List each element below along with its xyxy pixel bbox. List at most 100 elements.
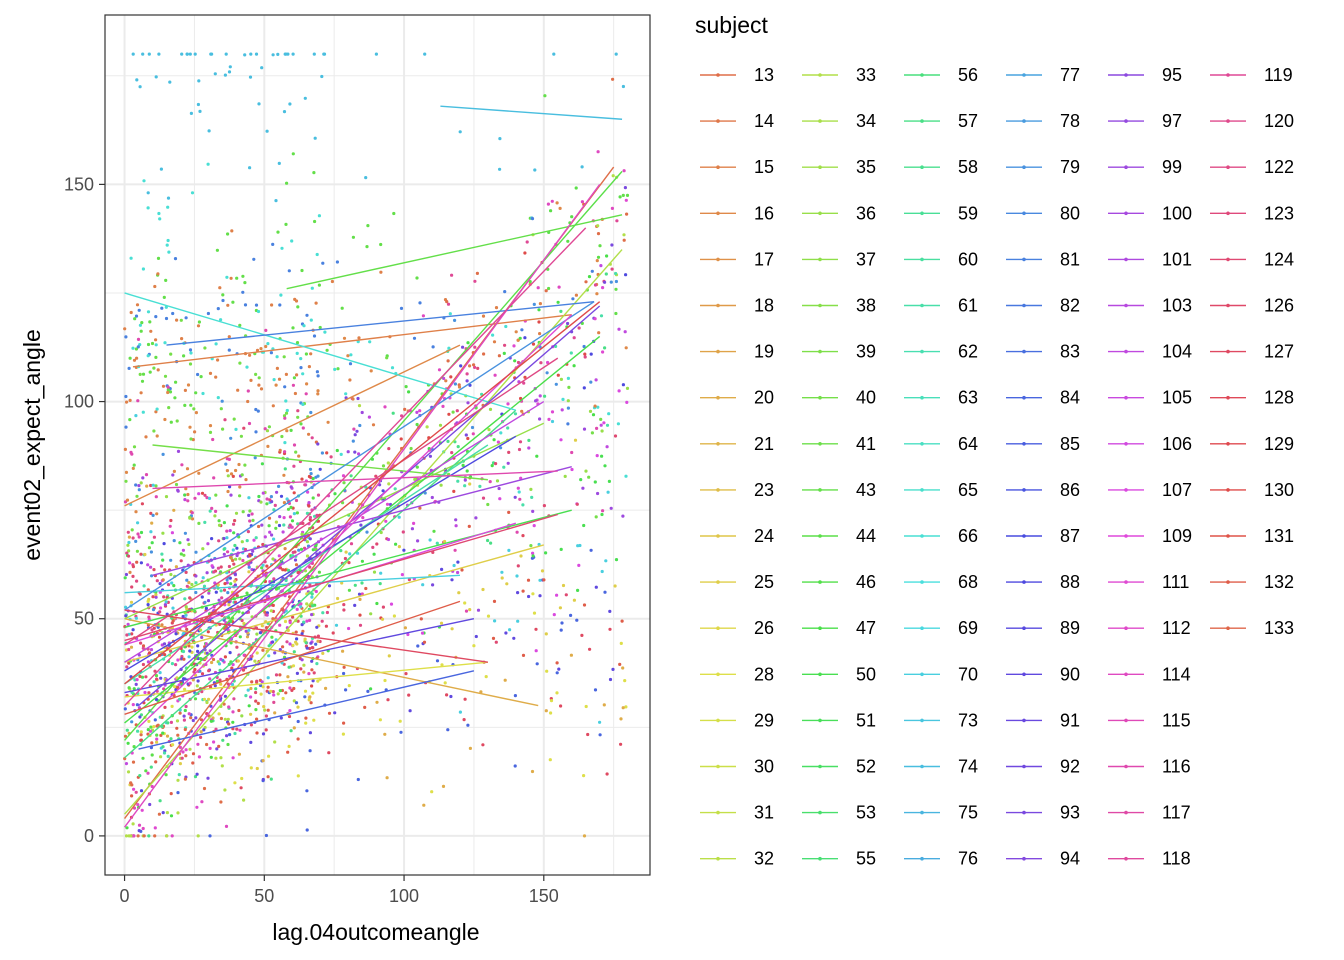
- data-point: [160, 552, 164, 556]
- legend-label: 111: [1162, 572, 1189, 592]
- data-point: [500, 570, 504, 574]
- legend-key-point: [818, 395, 822, 400]
- data-point: [164, 278, 168, 282]
- legend-entry-122: 122: [1210, 157, 1294, 177]
- legend-key-point: [1226, 395, 1230, 400]
- data-point: [301, 372, 305, 376]
- data-point: [274, 199, 278, 203]
- legend-label: 38: [856, 296, 876, 316]
- data-point: [446, 439, 450, 443]
- data-point: [288, 523, 292, 527]
- legend-entry-94: 94: [1006, 849, 1080, 869]
- data-point: [226, 489, 230, 494]
- data-point: [229, 641, 233, 645]
- data-point: [182, 714, 186, 718]
- data-point: [530, 769, 535, 774]
- trend-line-99: [152, 466, 572, 576]
- data-point: [259, 692, 263, 696]
- data-point: [607, 479, 612, 483]
- data-point: [216, 396, 220, 400]
- data-point: [292, 699, 296, 703]
- legend-key-point: [818, 672, 822, 677]
- trend-line-119: [124, 227, 587, 707]
- legend-key-point: [818, 303, 822, 308]
- data-point: [255, 348, 260, 352]
- data-point: [476, 366, 480, 370]
- data-point: [361, 516, 365, 520]
- data-point: [381, 489, 385, 493]
- legend-label: 74: [958, 757, 978, 777]
- data-point: [146, 588, 150, 592]
- data-point: [582, 774, 586, 778]
- data-point: [265, 497, 269, 501]
- data-point: [589, 352, 593, 356]
- data-point: [287, 714, 292, 719]
- data-point: [284, 372, 288, 376]
- data-point: [359, 523, 363, 527]
- data-point: [200, 491, 205, 495]
- data-point: [555, 671, 559, 675]
- data-point: [604, 559, 608, 563]
- data-point: [152, 626, 156, 630]
- data-point: [621, 666, 625, 670]
- data-point: [448, 312, 452, 316]
- data-point: [171, 473, 175, 477]
- data-point: [316, 389, 320, 393]
- data-point: [155, 512, 159, 516]
- data-point: [577, 563, 581, 568]
- data-point: [235, 645, 239, 649]
- data-point: [150, 741, 154, 745]
- legend-entry-90: 90: [1006, 664, 1080, 684]
- data-point: [184, 754, 188, 758]
- data-point: [173, 396, 177, 400]
- data-point: [358, 613, 362, 617]
- data-point: [279, 494, 284, 498]
- data-point: [435, 541, 439, 545]
- data-point: [139, 391, 143, 395]
- legend-key-point: [818, 211, 822, 216]
- data-point: [162, 595, 166, 599]
- data-point: [209, 52, 213, 56]
- y-tick-label: 50: [74, 609, 94, 629]
- legend-entry-70: 70: [904, 664, 978, 684]
- legend-label: 53: [856, 803, 876, 823]
- legend-entry-25: 25: [700, 572, 774, 592]
- data-point: [296, 737, 300, 741]
- data-point: [228, 529, 232, 533]
- data-point: [299, 366, 303, 370]
- data-point: [215, 248, 219, 252]
- legend-entry-51: 51: [802, 710, 876, 730]
- data-point: [605, 772, 609, 776]
- data-point: [303, 96, 307, 100]
- data-point: [475, 271, 479, 275]
- data-point: [164, 495, 169, 499]
- data-point: [582, 344, 586, 349]
- data-point: [369, 369, 373, 373]
- data-point: [310, 646, 314, 650]
- legend-entry-91: 91: [1006, 710, 1080, 730]
- data-point: [203, 493, 207, 497]
- data-point: [277, 554, 281, 558]
- data-point: [191, 761, 195, 765]
- data-point: [227, 600, 231, 604]
- data-point: [391, 411, 395, 415]
- data-point: [305, 382, 309, 386]
- data-point: [132, 463, 136, 467]
- legend-entry-24: 24: [700, 526, 774, 546]
- trend-line-15: [132, 314, 572, 368]
- data-point: [214, 375, 218, 379]
- data-point: [231, 474, 235, 478]
- data-point: [523, 336, 527, 340]
- data-point: [249, 766, 253, 770]
- data-point: [341, 649, 345, 653]
- data-point: [183, 687, 187, 691]
- data-point: [401, 530, 405, 534]
- data-point: [155, 434, 159, 438]
- legend-entry-62: 62: [904, 342, 978, 362]
- legend-entry-17: 17: [700, 249, 774, 269]
- data-point: [227, 722, 231, 726]
- legend-label: 118: [1162, 849, 1191, 869]
- data-point: [601, 509, 605, 513]
- data-point: [537, 320, 541, 324]
- trend-line-81: [166, 300, 595, 346]
